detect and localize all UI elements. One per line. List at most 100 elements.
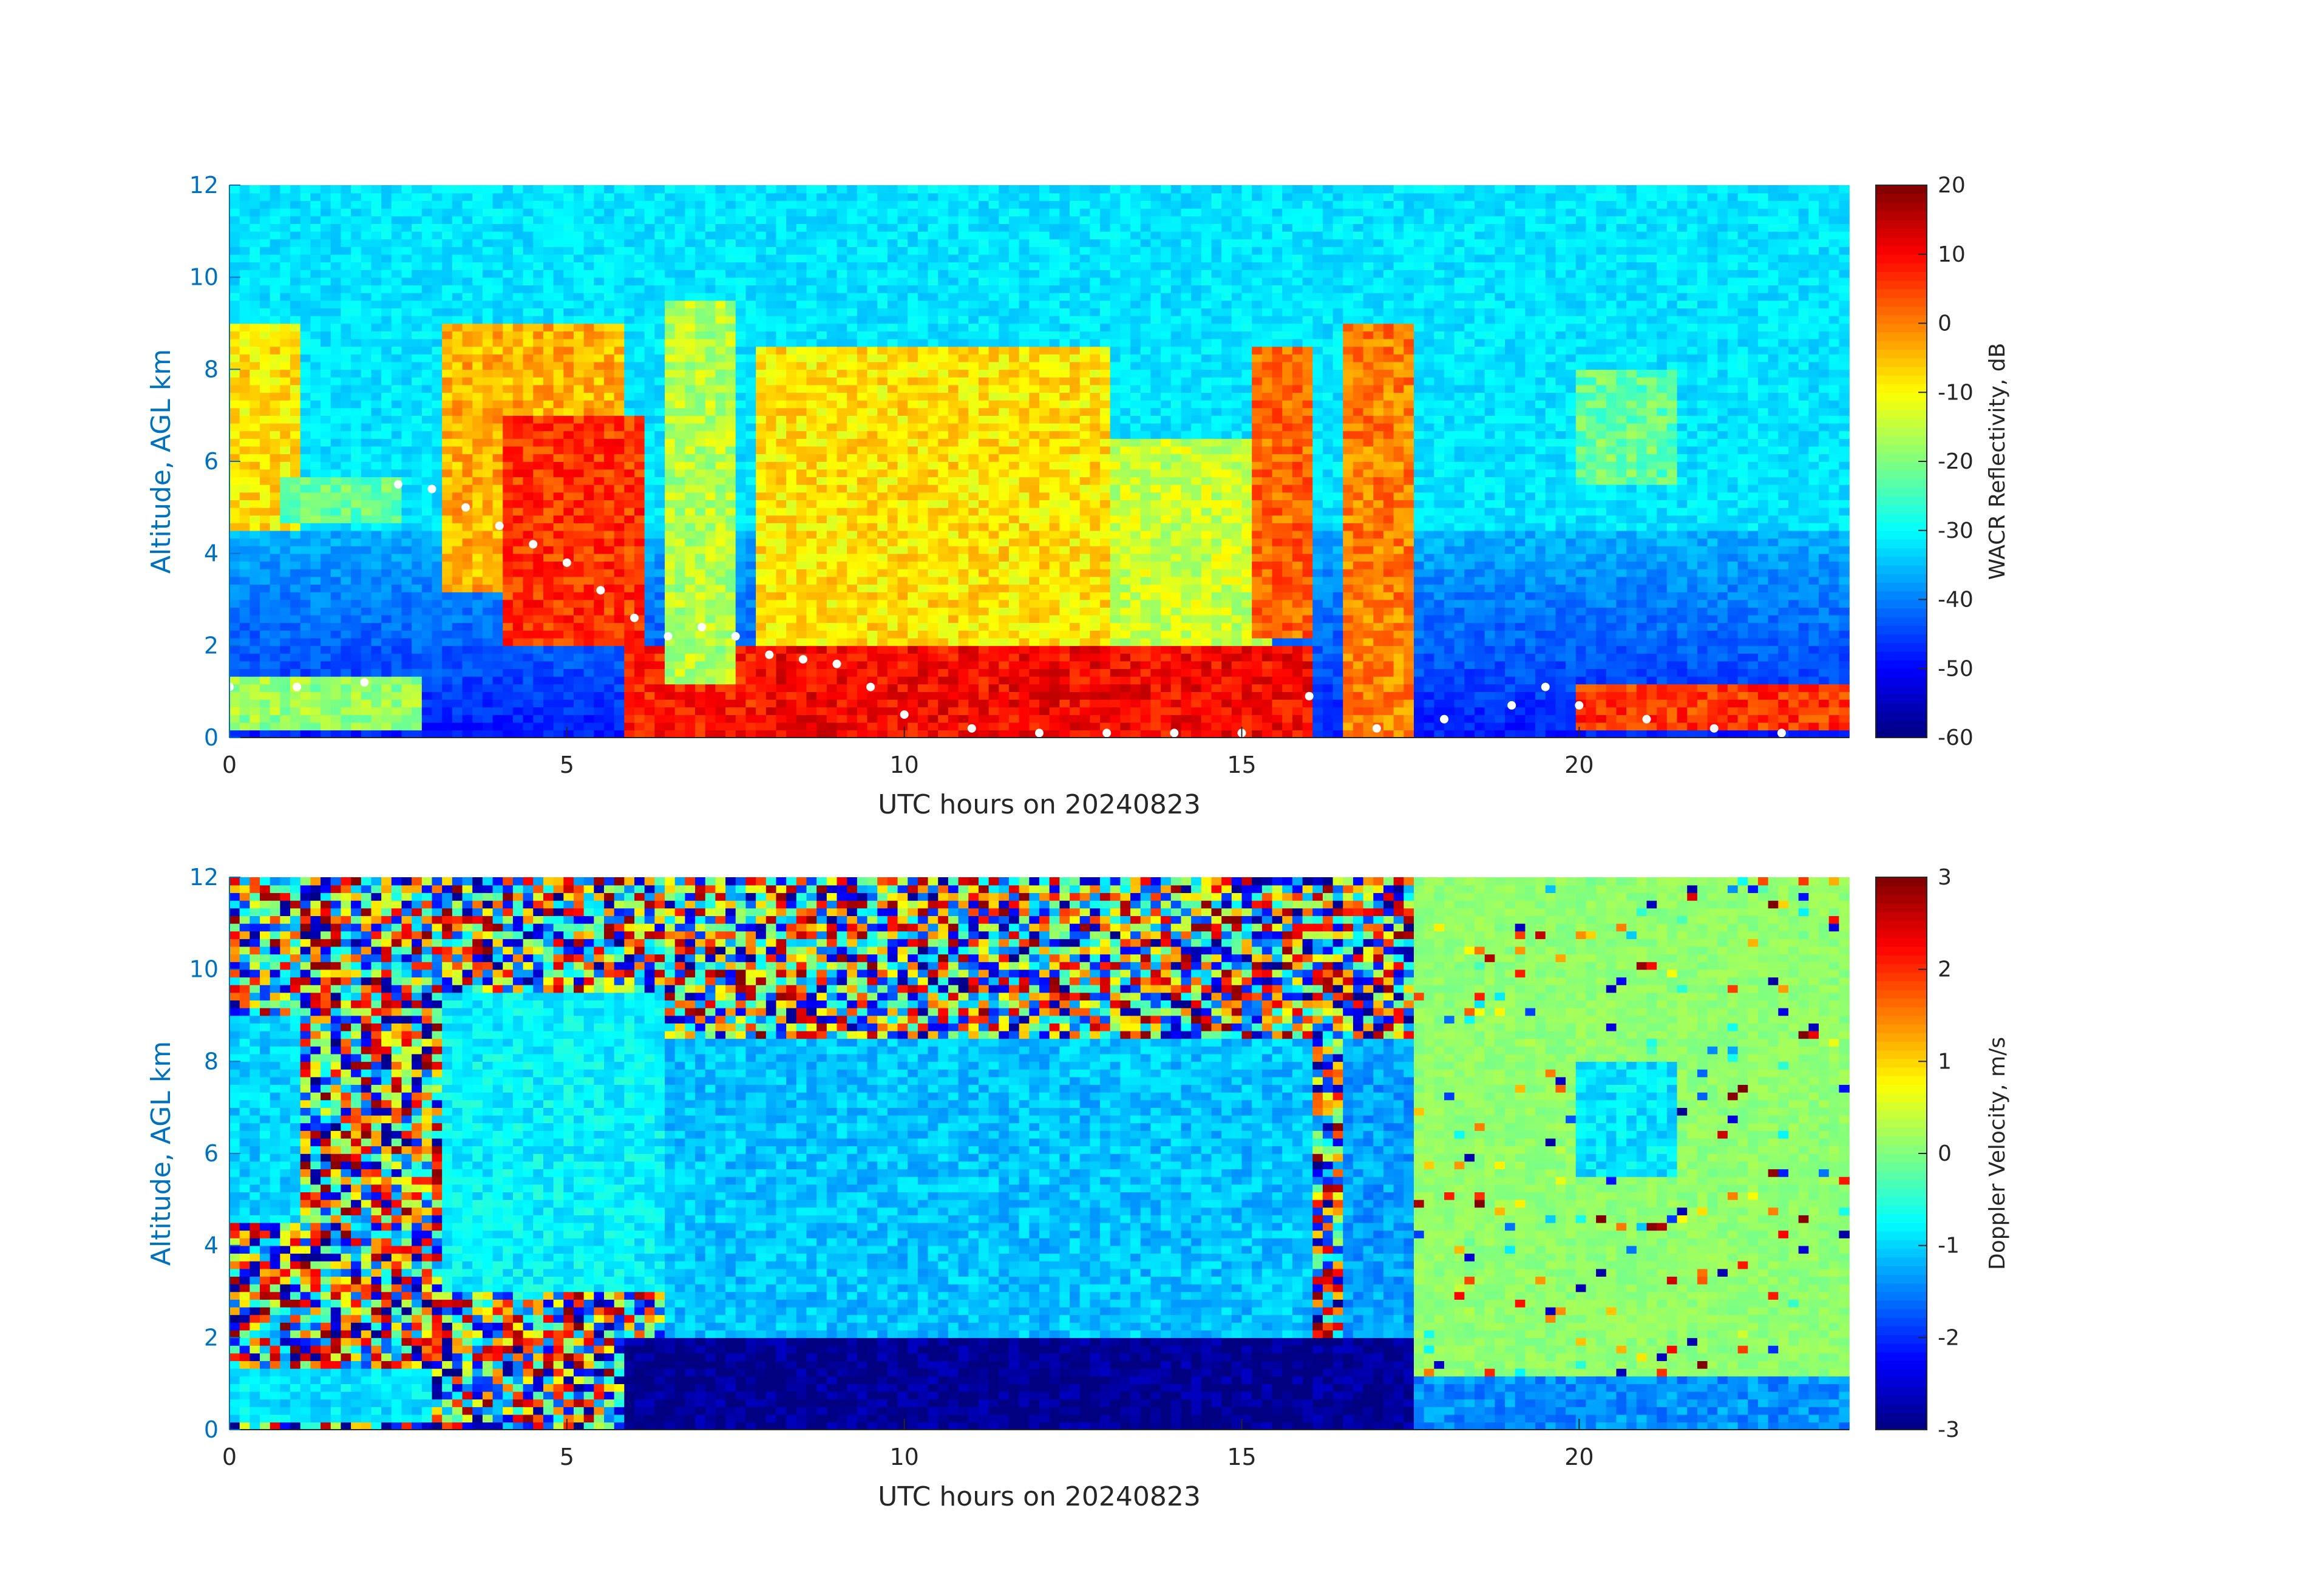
reflectivity-cell [644,676,656,685]
reflectivity-cell [432,216,443,224]
reflectivity-cell [563,538,574,546]
reflectivity-cell [857,715,868,723]
reflectivity-cell [826,715,838,723]
reflectivity-cell [270,561,281,569]
reflectivity-cell [614,614,625,623]
reflectivity-cell [229,270,240,278]
reflectivity-cell [421,208,433,217]
reflectivity-cell [462,185,473,194]
reflectivity-cell [715,200,726,209]
reflectivity-cell [715,399,726,409]
reflectivity-cell [280,484,291,493]
reflectivity-cell [472,216,483,224]
reflectivity-cell [634,277,645,286]
reflectivity-cell [705,361,716,370]
reflectivity-cell [594,208,605,217]
reflectivity-cell [432,469,443,478]
reflectivity-cell [705,568,716,577]
reflectivity-cell [391,469,402,478]
reflectivity-cell [644,239,656,247]
reflectivity-cell [553,660,565,670]
reflectivity-cell [512,684,524,692]
reflectivity-cell [300,423,311,432]
reflectivity-cell [908,561,918,569]
reflectivity-cell [361,216,372,224]
reflectivity-cell [685,300,696,309]
reflectivity-cell [745,584,756,593]
reflectivity-cell [826,653,838,662]
reflectivity-cell [867,438,878,447]
reflectivity-cell [543,660,554,670]
reflectivity-cell [705,323,716,331]
reflectivity-cell [229,346,240,355]
reflectivity-cell [452,262,463,270]
reflectivity-cell [472,384,483,393]
reflectivity-cell [321,660,331,670]
reflectivity-cell [260,292,271,301]
reflectivity-cell [421,676,433,685]
reflectivity-cell [705,715,716,723]
reflectivity-cell [826,461,838,470]
reflectivity-cell [654,200,665,209]
reflectivity-cell [250,507,260,516]
reflectivity-cell [594,192,605,202]
reflectivity-cell [503,270,514,278]
reflectivity-cell [665,523,676,531]
reflectivity-cell [816,614,827,623]
reflectivity-cell [725,270,736,278]
reflectivity-cell [300,376,311,385]
reflectivity-cell [826,453,838,462]
reflectivity-cell [756,216,767,224]
reflectivity-cell [614,185,625,194]
reflectivity-cell [786,300,797,309]
reflectivity-cell [796,300,807,309]
reflectivity-cell [705,500,716,508]
reflectivity-cell [482,200,494,209]
reflectivity-cell [756,384,767,393]
reflectivity-cell [756,239,767,247]
reflectivity-cell [512,492,524,500]
reflectivity-cell [705,185,716,194]
reflectivity-cell [341,407,351,416]
reflectivity-cell [644,369,656,378]
reflectivity-cell [341,538,351,546]
reflectivity-cell [412,591,423,600]
reflectivity-cell [321,715,331,723]
reflectivity-cell [674,323,686,331]
reflectivity-cell [290,346,301,355]
reflectivity-cell [412,584,423,593]
reflectivity-cell [412,231,423,240]
reflectivity-cell [735,384,747,393]
reflectivity-cell [351,216,362,224]
reflectivity-cell [462,376,473,385]
reflectivity-cell [867,653,878,662]
reflectivity-cell [330,645,342,654]
reflectivity-cell [654,376,665,385]
reflectivity-cell [341,607,351,616]
reflectivity-cell [786,546,797,554]
reflectivity-cell [897,246,909,255]
reflectivity-cell [310,660,321,670]
reflectivity-cell [695,699,706,708]
reflectivity-cell [239,484,251,493]
reflectivity-cell [300,407,311,416]
reflectivity-cell [472,300,483,309]
reflectivity-cell [503,338,514,347]
reflectivity-cell [310,270,321,278]
reflectivity-cell [371,285,382,293]
reflectivity-cell [766,200,777,209]
reflectivity-cell [563,684,574,692]
reflectivity-cell [665,607,676,616]
reflectivity-cell [806,684,817,692]
reflectivity-cell [917,668,929,677]
reflectivity-cell [826,546,838,554]
reflectivity-cell [715,546,726,554]
reflectivity-cell [877,285,888,293]
reflectivity-cell [512,477,524,485]
reflectivity-cell [695,185,706,194]
reflectivity-cell [341,668,351,677]
reflectivity-cell [553,361,565,370]
reflectivity-cell [503,185,514,194]
reflectivity-cell [583,262,595,270]
